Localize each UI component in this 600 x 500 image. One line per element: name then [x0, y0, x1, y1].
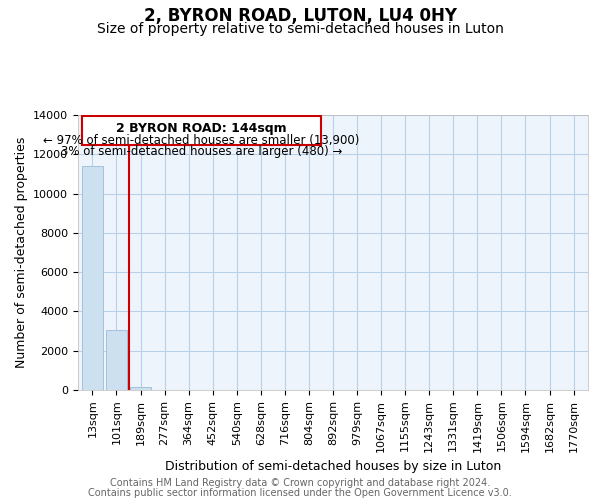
X-axis label: Distribution of semi-detached houses by size in Luton: Distribution of semi-detached houses by …	[165, 460, 501, 473]
Bar	[82, 166, 103, 390]
Text: 3% of semi-detached houses are larger (480) →: 3% of semi-detached houses are larger (4…	[61, 146, 342, 158]
Text: ← 97% of semi-detached houses are smaller (13,900): ← 97% of semi-detached houses are smalle…	[43, 134, 359, 146]
Text: 2 BYRON ROAD: 144sqm: 2 BYRON ROAD: 144sqm	[116, 122, 287, 135]
Text: Contains public sector information licensed under the Open Government Licence v3: Contains public sector information licen…	[88, 488, 512, 498]
Text: Contains HM Land Registry data © Crown copyright and database right 2024.: Contains HM Land Registry data © Crown c…	[110, 478, 490, 488]
Text: Size of property relative to semi-detached houses in Luton: Size of property relative to semi-detach…	[97, 22, 503, 36]
Text: 2, BYRON ROAD, LUTON, LU4 0HY: 2, BYRON ROAD, LUTON, LU4 0HY	[143, 8, 457, 26]
Bar	[130, 387, 151, 390]
Y-axis label: Number of semi-detached properties: Number of semi-detached properties	[14, 137, 28, 368]
Bar	[106, 330, 127, 390]
FancyBboxPatch shape	[82, 116, 321, 146]
